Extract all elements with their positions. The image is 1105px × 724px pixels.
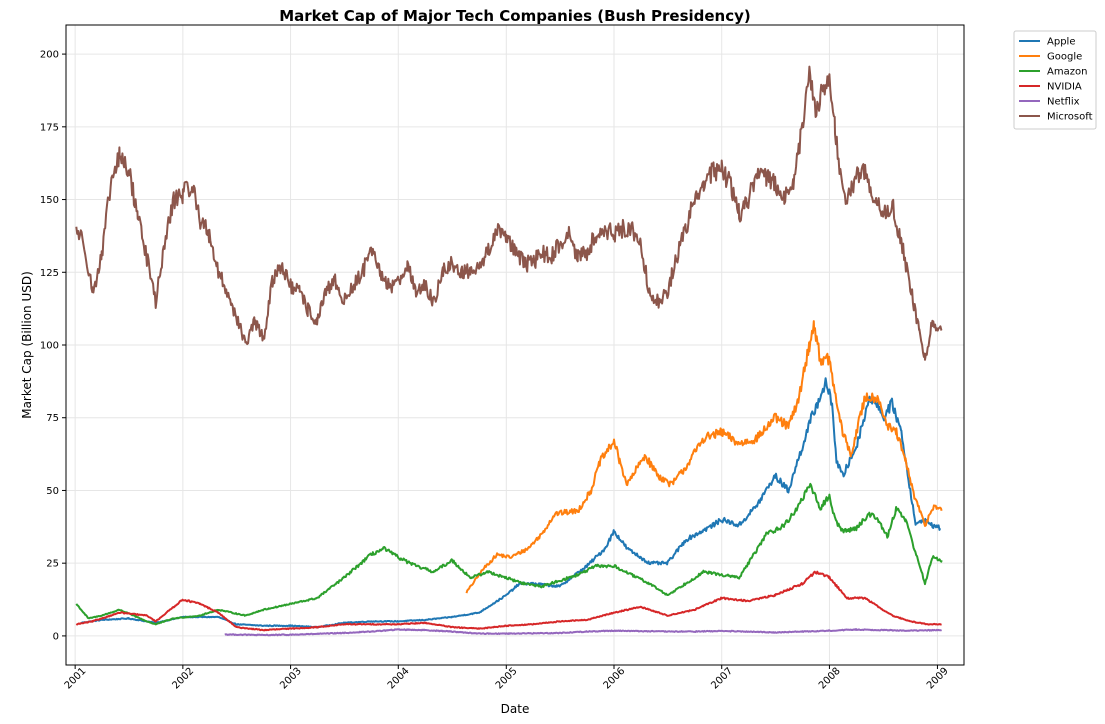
y-tick-label: 175	[40, 122, 59, 133]
legend-label-microsoft: Microsoft	[1047, 112, 1093, 123]
y-tick-label: 25	[46, 559, 59, 570]
series-line-nvidia	[75, 570, 942, 632]
series-line-google	[465, 320, 943, 594]
y-tick-label: 0	[53, 631, 59, 642]
y-tick-label: 125	[40, 268, 59, 279]
y-tick-label: 75	[46, 413, 59, 424]
legend-label-netflix: Netflix	[1047, 97, 1080, 108]
y-tick-label: 100	[40, 341, 59, 352]
y-axis-label: Market Cap (Billion USD)	[20, 271, 34, 419]
series-group	[75, 65, 943, 637]
legend: Apple Google Amazon NVIDIA Netflix Microsoft	[1013, 30, 1097, 130]
series-line-netflix	[224, 628, 943, 637]
series-line-amazon	[75, 482, 943, 626]
legend-label-nvidia: NVIDIA	[1047, 82, 1082, 93]
x-axis-label: Date	[501, 702, 530, 716]
legend-label-google: Google	[1047, 52, 1082, 63]
chart-title: Market Cap of Major Tech Companies (Bush…	[279, 7, 751, 25]
legend-label-amazon: Amazon	[1047, 67, 1087, 78]
y-tick-label: 200	[40, 50, 59, 61]
series-line-apple	[80, 377, 942, 629]
legend-label-apple: Apple	[1047, 37, 1075, 48]
y-tick-label: 150	[40, 195, 59, 206]
series-line-microsoft	[75, 65, 943, 361]
y-tick-label: 50	[46, 486, 59, 497]
y-axis: 0 25 50 75 100 125 150 175 200	[40, 50, 66, 642]
